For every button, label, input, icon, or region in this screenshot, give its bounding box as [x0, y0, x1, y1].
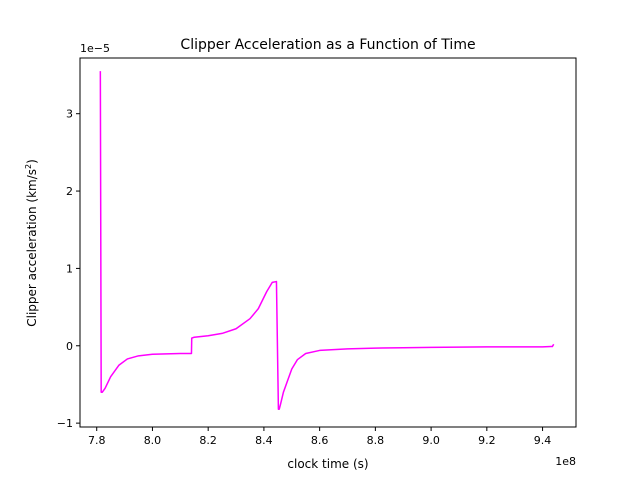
x-tick-label: 7.8	[88, 434, 106, 447]
x-tick-label: 8.2	[199, 434, 217, 447]
x-tick-label: 8.8	[367, 434, 385, 447]
x-tick-label: 8.0	[144, 434, 162, 447]
y-ticks: −1 0 1 2 3	[57, 108, 80, 430]
chart-title: Clipper Acceleration as a Function of Ti…	[180, 37, 475, 53]
y-axis-label-close: )	[25, 159, 39, 164]
y-tick-label: 2	[66, 185, 73, 198]
y-tick-label: −1	[57, 417, 73, 430]
x-axis-offset-label: 1e8	[555, 455, 576, 468]
y-axis-label-superscript: 2	[24, 164, 33, 169]
x-tick-label: 8.4	[255, 434, 273, 447]
x-tick-label: 8.6	[311, 434, 329, 447]
y-axis-label: Clipper acceleration (km/s2)	[24, 159, 39, 327]
y-tick-label: 0	[66, 340, 73, 353]
x-tick-label: 9.0	[422, 434, 440, 447]
x-tick-label: 9.4	[534, 434, 552, 447]
y-axis-offset-label: 1e−5	[80, 42, 110, 55]
x-ticks: 7.8 8.0 8.2 8.4 8.6 8.8 9.0 9.2 9.4	[88, 427, 551, 447]
x-tick-label: 9.2	[478, 434, 496, 447]
y-tick-label: 3	[66, 108, 73, 121]
plot-area-frame	[79, 57, 577, 428]
series-line	[99, 71, 555, 410]
y-tick-label: 1	[66, 262, 73, 275]
y-axis-label-main: Clipper acceleration (km/s	[25, 169, 39, 327]
x-axis-label: clock time (s)	[287, 457, 368, 471]
